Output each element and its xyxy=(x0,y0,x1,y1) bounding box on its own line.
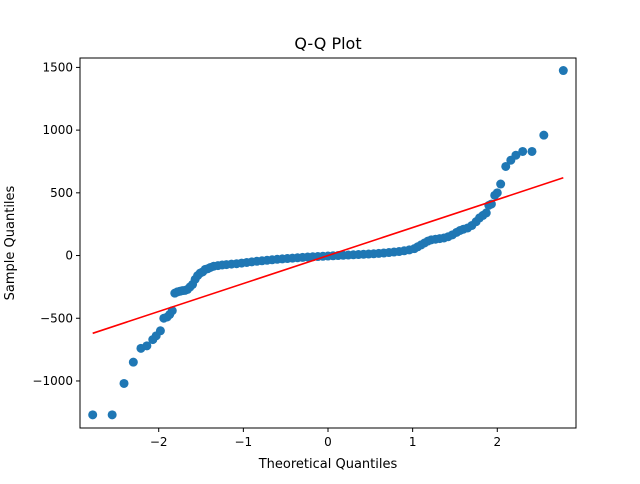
data-point xyxy=(88,410,98,420)
plot-area-frame xyxy=(79,57,577,429)
data-point xyxy=(107,410,117,420)
y-tick-label: 500 xyxy=(50,186,73,200)
data-point xyxy=(539,130,549,140)
y-tick-label: 0 xyxy=(65,249,73,263)
data-point xyxy=(155,326,165,336)
x-tick-label: 0 xyxy=(324,435,332,449)
data-point xyxy=(527,146,537,156)
data-point xyxy=(119,378,129,388)
data-point xyxy=(492,188,502,198)
data-point xyxy=(511,150,521,160)
x-axis-ticks: −2 −1 0 1 2 xyxy=(150,428,501,449)
data-point xyxy=(481,208,491,218)
data-point xyxy=(558,66,568,76)
y-tick-label: −500 xyxy=(40,311,73,325)
data-points xyxy=(88,66,568,420)
x-axis-label: Theoretical Quantiles xyxy=(258,457,398,472)
y-tick-label: −1000 xyxy=(32,374,73,388)
data-point xyxy=(142,341,152,351)
x-tick-label: −1 xyxy=(235,435,253,449)
plot-area-background xyxy=(80,58,576,428)
x-tick-label: −2 xyxy=(150,435,168,449)
chart-title: Q-Q Plot xyxy=(294,34,361,53)
y-tick-label: 1000 xyxy=(42,123,73,137)
x-tick-label: 2 xyxy=(493,435,501,449)
data-point xyxy=(518,146,528,156)
reference-line xyxy=(92,177,564,335)
data-point xyxy=(501,161,511,171)
data-point xyxy=(496,179,506,189)
y-tick-label: 1500 xyxy=(42,60,73,74)
x-tick-label: 1 xyxy=(409,435,417,449)
y-axis-ticks: −1000 −500 0 500 1000 1500 xyxy=(32,60,80,388)
reference-line-group xyxy=(92,177,564,335)
y-axis-label: Sample Quantiles xyxy=(3,185,18,300)
data-point xyxy=(128,357,138,367)
